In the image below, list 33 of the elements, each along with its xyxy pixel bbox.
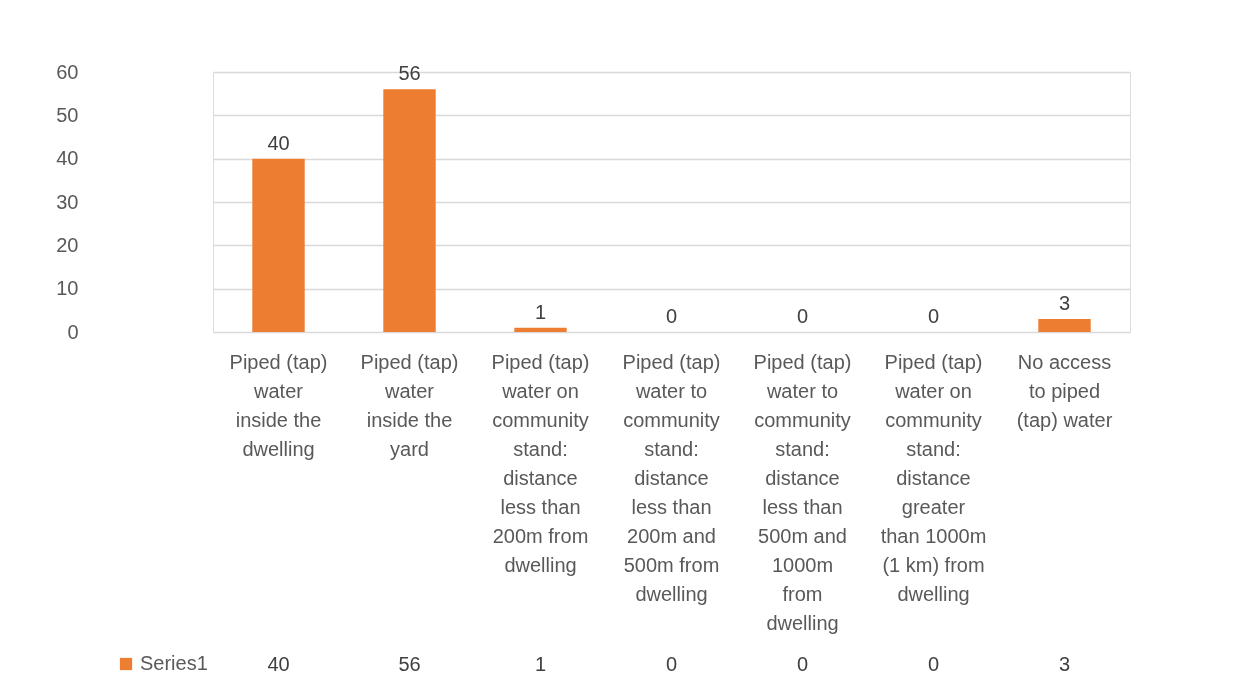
x-tick-label: No access to piped (tap) water	[1016, 350, 1113, 431]
category-label: Piped (tap) water to community stand: distance less than 200m and 500m from dwelling	[622, 350, 721, 605]
x-tick-label: Piped (tap) water on community stand: distance less than 200m from dwelling	[491, 350, 590, 576]
y-tick-label: 30	[56, 190, 79, 213]
annotation: 0	[927, 305, 940, 327]
data-label: 0	[665, 653, 678, 675]
annotation: 1	[534, 300, 547, 323]
annotation: 3	[1058, 292, 1071, 314]
x-tick-label: Piped (tap) water inside the yard	[360, 350, 459, 460]
y-tick-label: 60	[56, 60, 79, 83]
y-tick-label: 10	[56, 277, 79, 300]
data-label: 56	[398, 653, 421, 675]
data-label: 0	[796, 653, 809, 675]
category-label: Piped (tap) water to community stand: distance less than 500m and 1000m from dwelling	[753, 350, 852, 634]
bar	[383, 89, 436, 332]
x-tick-label: Piped (tap) water inside the dwelling	[229, 350, 328, 460]
data-label: 1	[534, 653, 547, 675]
y-tick-label: 50	[56, 103, 79, 126]
annotation: 0	[665, 305, 678, 327]
y-tick-label: 40	[56, 147, 79, 170]
bar	[514, 327, 567, 332]
bar	[1038, 319, 1091, 332]
legend-label: Series1	[140, 652, 208, 674]
annotation: 40	[267, 131, 290, 154]
category-label: Piped (tap) water on community stand: distance greater than 1000m (1 km) from dwelling	[880, 350, 987, 605]
annotation: 0	[796, 305, 809, 327]
y-tick-label: 0	[67, 320, 79, 343]
data-label: 0	[927, 653, 940, 675]
bar	[252, 158, 305, 332]
data-label: 40	[267, 653, 290, 675]
annotation: 56	[398, 62, 421, 85]
y-tick-label: 20	[56, 233, 79, 256]
data-label: 3	[1058, 653, 1071, 675]
